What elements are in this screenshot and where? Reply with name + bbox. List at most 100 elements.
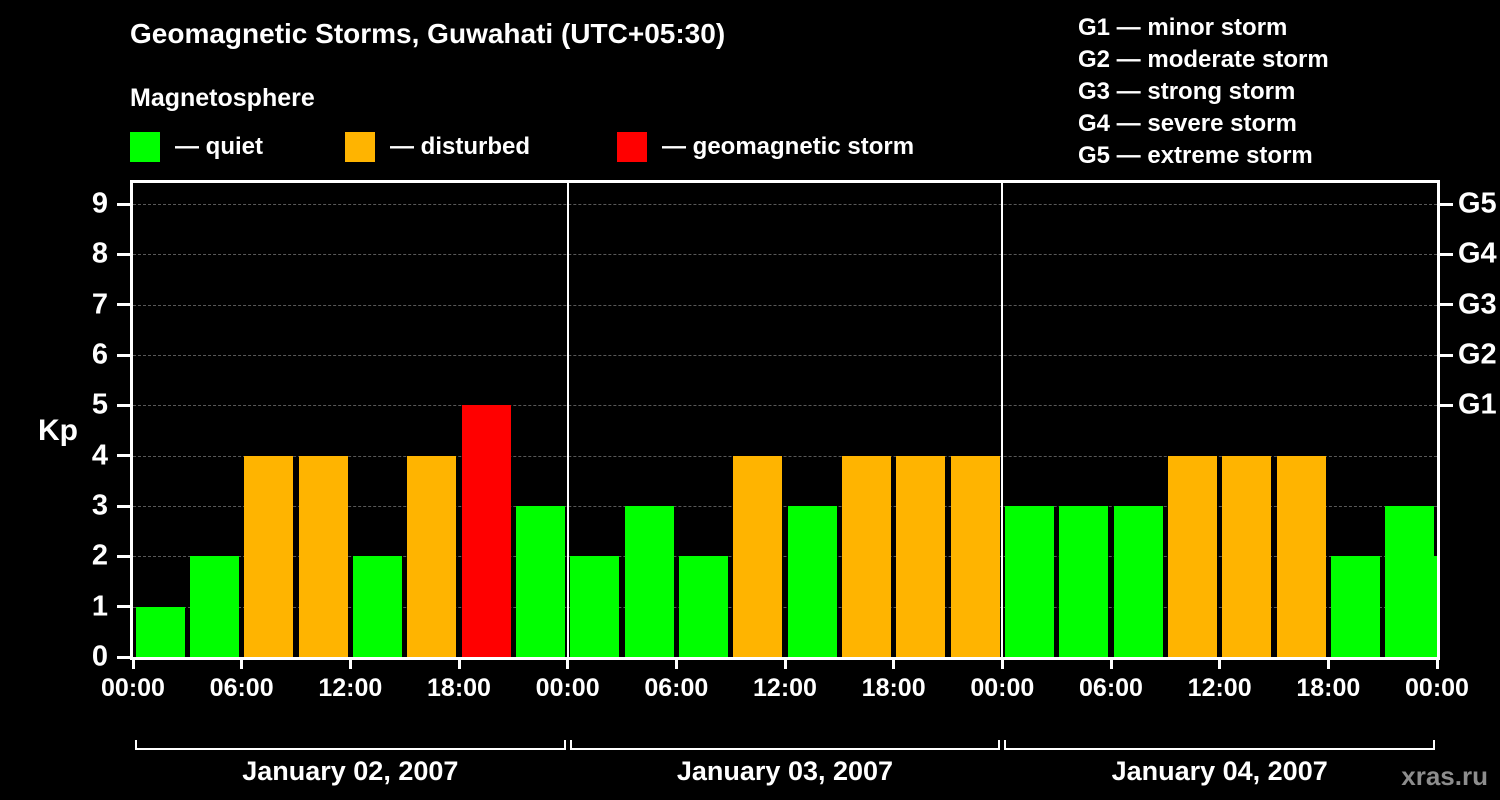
kp-bar <box>189 556 240 657</box>
x-tick-label: 00:00 <box>535 674 600 702</box>
gridline-kp-1 <box>133 606 1437 608</box>
g-tick-g2 <box>1440 353 1453 357</box>
x-tick <box>892 660 896 669</box>
x-tick <box>131 660 135 669</box>
y-axis: 0 1 2 3 4 5 6 7 8 9 <box>0 180 130 673</box>
x-tick <box>1000 660 1004 669</box>
g-legend-line-g2: G2 — moderate storm <box>1078 46 1329 73</box>
watermark: xras.ru <box>1401 761 1488 791</box>
plot-area <box>130 180 1440 660</box>
y-tick-label-0: 0 <box>91 640 108 673</box>
x-tick <box>1435 660 1439 669</box>
kp-bar <box>1276 455 1326 657</box>
x-tick <box>566 660 570 669</box>
gridline-kp-7 <box>133 304 1437 306</box>
x-tick <box>457 660 461 669</box>
kp-bar <box>841 455 892 657</box>
date-bracket <box>135 740 566 750</box>
g-label-g1: G1 <box>1458 388 1497 421</box>
y-tick-6 <box>117 353 130 357</box>
gridline-kp-8 <box>133 254 1437 256</box>
kp-color-legend: — quiet — disturbed — geomagnetic storm <box>130 130 914 164</box>
kp-bar <box>135 606 185 657</box>
y-tick-label-6: 6 <box>91 338 108 371</box>
g-legend-line-g4: G4 — severe storm <box>1078 110 1297 137</box>
gridline-kp-9 <box>133 204 1437 206</box>
g-tick-g1 <box>1440 403 1453 407</box>
date-bracket <box>1004 740 1435 750</box>
g-label-g5: G5 <box>1458 187 1497 220</box>
g-scale-legend: G1 — minor storm G2 — moderate storm G3 … <box>1078 12 1329 172</box>
y-tick-0 <box>117 655 130 659</box>
y-tick-4 <box>117 454 130 458</box>
y-tick-label-5: 5 <box>91 388 108 421</box>
date-bracket <box>569 740 1001 750</box>
x-tick <box>1218 660 1222 669</box>
disturbed-color-swatch <box>345 132 375 162</box>
x-tick-label: 18:00 <box>1296 674 1361 702</box>
y-tick-label-4: 4 <box>91 439 108 472</box>
y-tick-3 <box>117 504 130 508</box>
x-tick-label: 00:00 <box>101 674 165 702</box>
y-tick-8 <box>117 252 130 256</box>
storm-color-swatch <box>617 132 647 162</box>
gridline-kp-3 <box>133 506 1437 508</box>
x-tick <box>348 660 352 669</box>
y-tick-label-7: 7 <box>91 288 108 321</box>
g-tick-g3 <box>1440 303 1453 307</box>
date-label: January 04, 2007 <box>1111 756 1328 786</box>
y-tick-label-8: 8 <box>91 237 108 270</box>
legend-item-label: — quiet <box>175 133 263 160</box>
kp-bar <box>461 405 511 657</box>
legend-item-quiet: — quiet <box>130 132 345 162</box>
x-tick-label: 00:00 <box>1405 674 1469 702</box>
x-tick-label: 18:00 <box>861 674 926 702</box>
gridline-kp-4 <box>133 455 1437 457</box>
x-tick-label: 00:00 <box>970 674 1035 702</box>
y-tick-9 <box>117 202 130 206</box>
y-tick-2 <box>117 554 130 558</box>
legend-item-label: — disturbed <box>390 133 531 160</box>
kp-bar <box>1113 506 1163 657</box>
x-tick <box>240 660 244 669</box>
y-tick-label-1: 1 <box>91 590 108 623</box>
x-tick <box>1109 660 1113 669</box>
kp-bar <box>1004 506 1055 657</box>
kp-bar-partial <box>1421 556 1437 657</box>
kp-bar <box>570 556 620 657</box>
x-tick-label: 06:00 <box>644 674 709 702</box>
x-tick-label: 12:00 <box>1187 674 1252 702</box>
x-tick-label: 12:00 <box>318 674 383 702</box>
kp-bar <box>624 506 674 657</box>
y-tick-1 <box>117 605 130 609</box>
g-legend-line-g3: G3 — strong storm <box>1078 78 1296 105</box>
y-tick-label-3: 3 <box>91 489 108 522</box>
y-tick-label-9: 9 <box>91 187 108 220</box>
g-legend-line-g5: G5 — extreme storm <box>1078 142 1313 169</box>
kp-bar <box>896 455 946 657</box>
kp-bar <box>1059 506 1109 657</box>
kp-bar <box>787 506 837 657</box>
g-tick-g4 <box>1440 252 1453 256</box>
g-label-g3: G3 <box>1458 288 1497 321</box>
kp-bar <box>733 455 783 657</box>
kp-bar <box>298 455 348 657</box>
x-tick-label: 18:00 <box>427 674 491 702</box>
kp-bar <box>244 455 294 657</box>
kp-bar <box>407 455 457 657</box>
g-tick-g5 <box>1440 202 1453 206</box>
x-tick <box>1326 660 1330 669</box>
legend-item-disturbed: — disturbed <box>345 132 617 162</box>
date-axis: January 02, 2007 January 03, 2007 January … <box>130 740 1450 800</box>
x-tick-label: 06:00 <box>209 674 274 702</box>
gridline-kp-6 <box>133 355 1437 357</box>
kp-bar <box>1167 455 1218 657</box>
g-legend-line-g1: G1 — minor storm <box>1078 14 1288 41</box>
kp-bar <box>1330 556 1381 657</box>
magnetosphere-label: Magnetosphere <box>130 84 315 112</box>
right-axis-g-scale: G1 G2 G3 G4 G5 <box>1440 180 1500 660</box>
y-axis-title: Kp <box>38 414 78 447</box>
y-tick-label-2: 2 <box>91 539 108 572</box>
x-tick <box>783 660 787 669</box>
